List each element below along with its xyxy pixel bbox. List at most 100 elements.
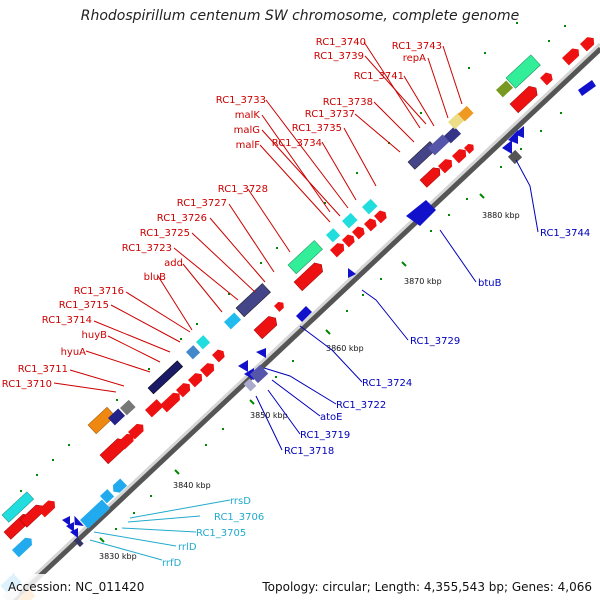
gene-arrow	[160, 392, 180, 413]
gene-label[interactable]: RC1_3739	[314, 51, 364, 62]
gene-arrow	[62, 516, 70, 526]
gene-label[interactable]: RC1_3719	[300, 430, 350, 441]
gene-arrow	[452, 149, 467, 164]
gene-arrow	[1, 491, 35, 523]
gene-label[interactable]: RC1_3743	[392, 41, 442, 52]
gene-arrow	[244, 368, 254, 380]
gene-label[interactable]: RC1_3734	[272, 138, 322, 149]
gene-label[interactable]: RC1_3705	[196, 528, 246, 539]
gene-arrow	[108, 408, 126, 426]
gene-arrow	[438, 159, 453, 174]
gene-arrow	[147, 360, 184, 395]
gene-arrow	[514, 126, 524, 138]
gene-arrow	[112, 478, 128, 493]
gene-label[interactable]: RC1_3733	[216, 95, 266, 106]
gene-arrow	[256, 348, 266, 358]
gene-arrow	[502, 140, 512, 154]
status-bar: Accession: NC_011420 Topology: circular;…	[0, 574, 600, 600]
map-title: Rhodospirillum centenum SW chromosome, c…	[80, 8, 520, 24]
scale-tick-label: 3850 kbp	[250, 411, 288, 420]
gene-arrow	[118, 433, 134, 450]
gene-label[interactable]: RC1_3735	[292, 123, 342, 134]
gene-label[interactable]: RC1_3715	[59, 300, 109, 311]
gene-arrow	[66, 522, 74, 532]
gene-label[interactable]: RC1_3729	[410, 336, 460, 347]
gene-arrow	[73, 537, 84, 548]
gene-arrow	[87, 406, 116, 435]
gene-arrow	[235, 283, 271, 318]
gene-label[interactable]: hyuA	[61, 347, 87, 358]
gene-arrow	[176, 383, 191, 398]
gene-label[interactable]: RC1_3741	[354, 71, 404, 82]
gene-label[interactable]: RC1_3722	[336, 400, 386, 411]
gene-label[interactable]: rrsD	[230, 496, 251, 507]
gene-arrow	[505, 54, 541, 89]
gene-arrow	[249, 364, 269, 384]
gene-arrow	[509, 85, 538, 114]
gene-arrow	[100, 489, 115, 504]
gene-arrow	[419, 167, 441, 188]
gene-label[interactable]: malG	[234, 125, 260, 136]
gene-arrow	[562, 48, 580, 66]
minus-strand-genes	[12, 80, 596, 558]
gene-label[interactable]: RC1_3740	[316, 37, 366, 48]
gene-label[interactable]: repA	[403, 53, 426, 64]
gene-arrow	[507, 149, 523, 165]
gene-label[interactable]: RC1_3727	[177, 198, 227, 209]
gene-arrow	[352, 226, 365, 240]
gene-label[interactable]: atoE	[320, 412, 343, 423]
gene-arrow	[200, 363, 215, 378]
gene-labels-minus: RC1_3744 btuB RC1_3729 RC1_3724 RC1_3722…	[284, 228, 590, 457]
gene-label[interactable]: rrfD	[162, 558, 182, 569]
gene-label[interactable]: RC1_3706	[214, 512, 264, 523]
gene-label[interactable]: RC1_3737	[305, 109, 355, 120]
genome-summary-text: Topology: circular; Length: 4,355,543 bp…	[262, 580, 592, 594]
gene-label[interactable]: RC1_3723	[122, 243, 172, 254]
gene-label[interactable]: add	[164, 258, 183, 269]
gene-arrow	[342, 234, 355, 248]
gene-arrow	[293, 262, 323, 292]
gene-label[interactable]: RC1_3718	[284, 446, 334, 457]
gene-arrow	[348, 268, 356, 278]
gene-label[interactable]: malK	[235, 110, 261, 121]
scale-tick-label: 3830 kbp	[99, 552, 137, 561]
gene-label[interactable]: RC1_3714	[42, 315, 92, 326]
scale-tick-label: 3870 kbp	[404, 277, 442, 286]
gene-label[interactable]: rrlD	[178, 542, 197, 553]
gene-arrow	[362, 198, 378, 215]
gene-arrow	[12, 537, 32, 558]
gene-arrow	[243, 378, 257, 392]
gene-label[interactable]: malF	[236, 140, 261, 151]
label-connectors	[53, 41, 539, 561]
gene-label[interactable]: RC1_3710	[2, 379, 52, 390]
gene-label[interactable]: RC1_3738	[323, 97, 373, 108]
gene-label[interactable]: RC1_3728	[218, 184, 268, 195]
gene-arrow	[364, 218, 377, 232]
gene-arrow	[374, 210, 387, 224]
gene-label[interactable]: RC1_3711	[18, 364, 68, 375]
gene-arrow	[406, 200, 436, 226]
gene-arrow	[330, 243, 345, 258]
gene-arrow	[326, 228, 341, 243]
gene-arrow	[458, 105, 474, 122]
scale-ticks: 3830 kbp 3840 kbp 3850 kbp 3860 kbp 3870…	[99, 193, 520, 561]
gene-arrow	[188, 373, 203, 388]
gene-arrow	[38, 500, 56, 518]
gene-arrow	[287, 240, 323, 275]
gene-label[interactable]: RC1_3725	[140, 228, 190, 239]
gene-labels-plus: RC1_3710 RC1_3711 hyuA huyB RC1_3714 RC1…	[2, 37, 442, 390]
gene-label[interactable]: RC1_3726	[157, 213, 207, 224]
gene-label[interactable]: RC1_3716	[74, 286, 124, 297]
gene-arrow	[296, 306, 312, 322]
gene-arrow	[224, 312, 242, 330]
gene-label[interactable]: bluB	[144, 272, 166, 283]
gene-arrow	[540, 72, 553, 86]
backbone-shadow	[7, 45, 600, 600]
gene-label[interactable]: RC1_3744	[540, 228, 590, 239]
gene-label[interactable]: btuB	[478, 278, 502, 289]
gene-label[interactable]: huyB	[82, 330, 108, 341]
gene-label[interactable]: RC1_3724	[362, 378, 412, 389]
accession-text: Accession: NC_011420	[8, 580, 145, 594]
